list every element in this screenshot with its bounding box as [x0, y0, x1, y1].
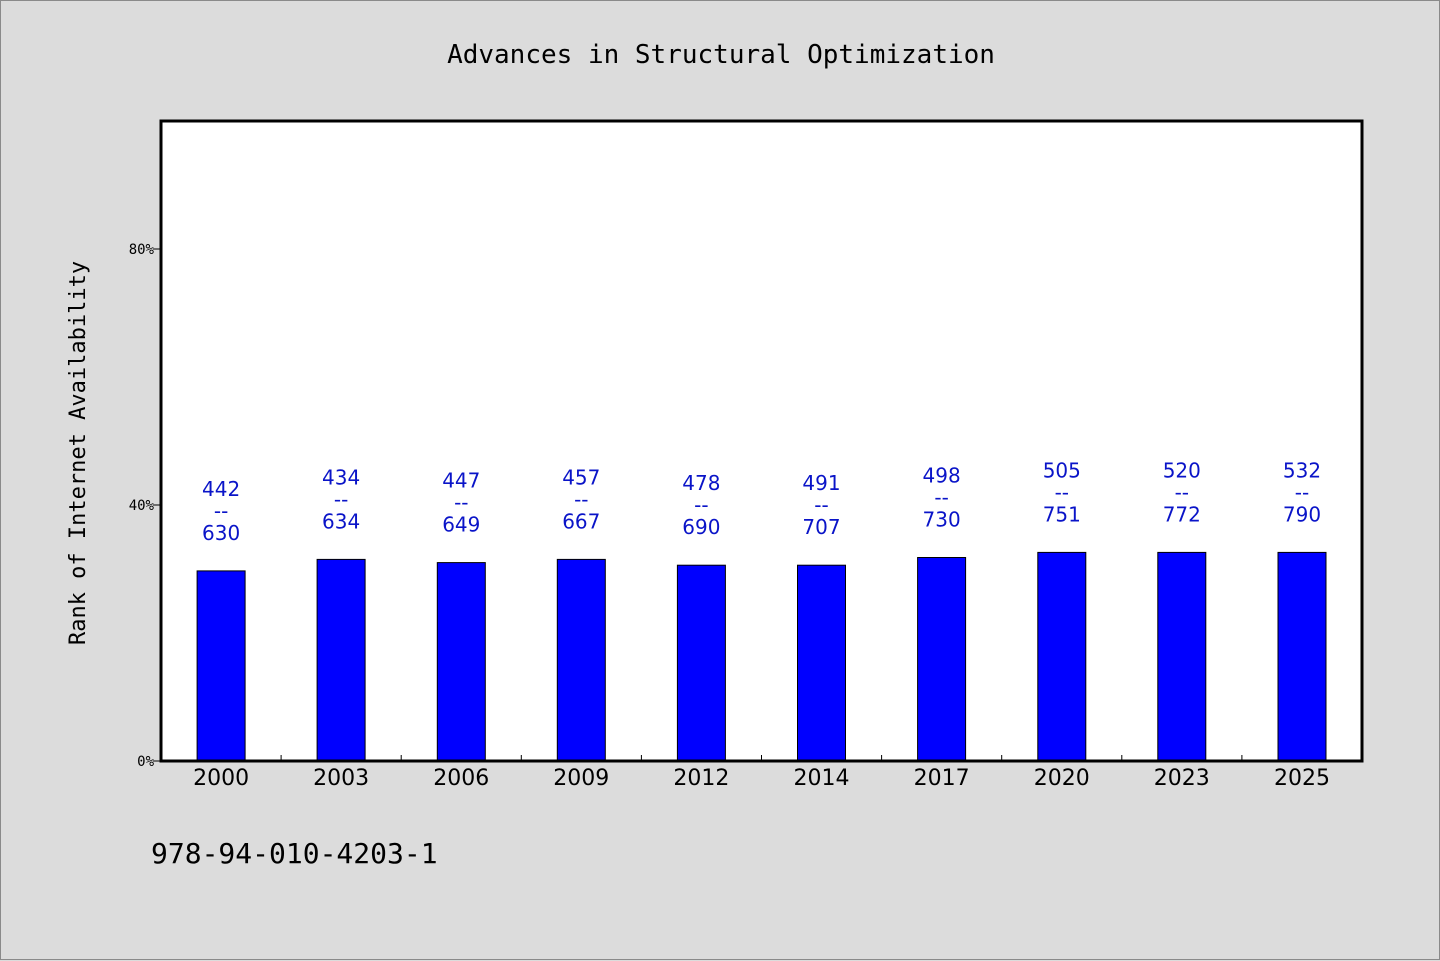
data-label-top-2006: 447 [442, 469, 480, 493]
x-tick-label-2017: 2017 [914, 766, 970, 791]
bar-2020 [1037, 551, 1087, 762]
data-label-top-2014: 491 [802, 471, 840, 495]
data-label-bottom-2012: 690 [682, 515, 720, 539]
y-tick-label: 80% [129, 242, 155, 258]
data-label-top-2025: 532 [1283, 458, 1321, 482]
bar-2025 [1277, 551, 1327, 762]
bar-2006 [436, 562, 486, 762]
y-tick-label: 40% [129, 498, 155, 514]
x-tick-label-2009: 2009 [553, 766, 609, 791]
x-tick-label-2014: 2014 [794, 766, 850, 791]
x-tick-label-2006: 2006 [433, 766, 489, 791]
bar-2009 [556, 558, 606, 762]
data-label-bottom-2009: 667 [562, 509, 600, 533]
data-label-bottom-2003: 634 [322, 509, 360, 533]
data-label-top-2012: 478 [682, 471, 720, 495]
data-label-top-2009: 457 [562, 465, 600, 489]
x-tick-label-2012: 2012 [673, 766, 729, 791]
y-axis-label: Rank of Internet Availability [66, 261, 91, 645]
data-label-separator-2025: -- [1295, 480, 1309, 504]
data-label-bottom-2023: 772 [1163, 502, 1201, 526]
data-label-separator-2009: -- [574, 487, 588, 511]
bar-2017 [917, 557, 967, 762]
data-label-separator-2012: -- [694, 493, 708, 517]
data-label-bottom-2020: 751 [1043, 502, 1081, 526]
data-labels-layer: 442--630434--634447--649457--667478--690… [202, 458, 1321, 545]
y-tick-label: 0% [137, 754, 154, 770]
chart-title: Advances in Structural Optimization [447, 40, 995, 70]
bar-2000 [196, 570, 246, 762]
bars-layer [196, 551, 1327, 762]
data-label-separator-2023: -- [1175, 480, 1189, 504]
bar-2023 [1157, 551, 1207, 762]
data-label-top-2023: 520 [1163, 458, 1201, 482]
x-tick-label-2020: 2020 [1034, 766, 1090, 791]
bar-2014 [797, 564, 846, 762]
x-tick-label-2023: 2023 [1154, 766, 1210, 791]
data-label-bottom-2017: 730 [923, 508, 961, 532]
data-label-separator-2000: -- [214, 499, 228, 523]
x-tick-label-2000: 2000 [193, 766, 249, 791]
isbn-footer: 978-94-010-4203-1 [151, 837, 438, 870]
data-label-bottom-2000: 630 [202, 521, 240, 545]
data-label-separator-2014: -- [814, 493, 828, 517]
data-label-top-2020: 505 [1043, 458, 1081, 482]
x-axis: 2000 2003 2006 2009 2012 2014 2017 2020 2023 2025 [193, 755, 1330, 791]
data-label-separator-2020: -- [1055, 480, 1069, 504]
data-label-separator-2017: -- [934, 486, 948, 510]
x-tick-label-2025: 2025 [1274, 766, 1330, 791]
data-label-bottom-2014: 707 [802, 515, 840, 539]
data-label-top-2000: 442 [202, 477, 240, 501]
data-label-top-2017: 498 [923, 464, 961, 488]
data-label-top-2003: 434 [322, 465, 360, 489]
bar-2012 [676, 564, 726, 762]
data-label-separator-2003: -- [334, 487, 348, 511]
y-axis: 0% 40% 80% [129, 242, 161, 770]
x-tick-label-2003: 2003 [313, 766, 369, 791]
plot-border [159, 119, 1364, 763]
data-label-bottom-2006: 649 [442, 513, 480, 537]
data-label-separator-2006: -- [454, 491, 468, 515]
bar-2003 [316, 558, 366, 762]
data-label-bottom-2025: 790 [1283, 502, 1321, 526]
